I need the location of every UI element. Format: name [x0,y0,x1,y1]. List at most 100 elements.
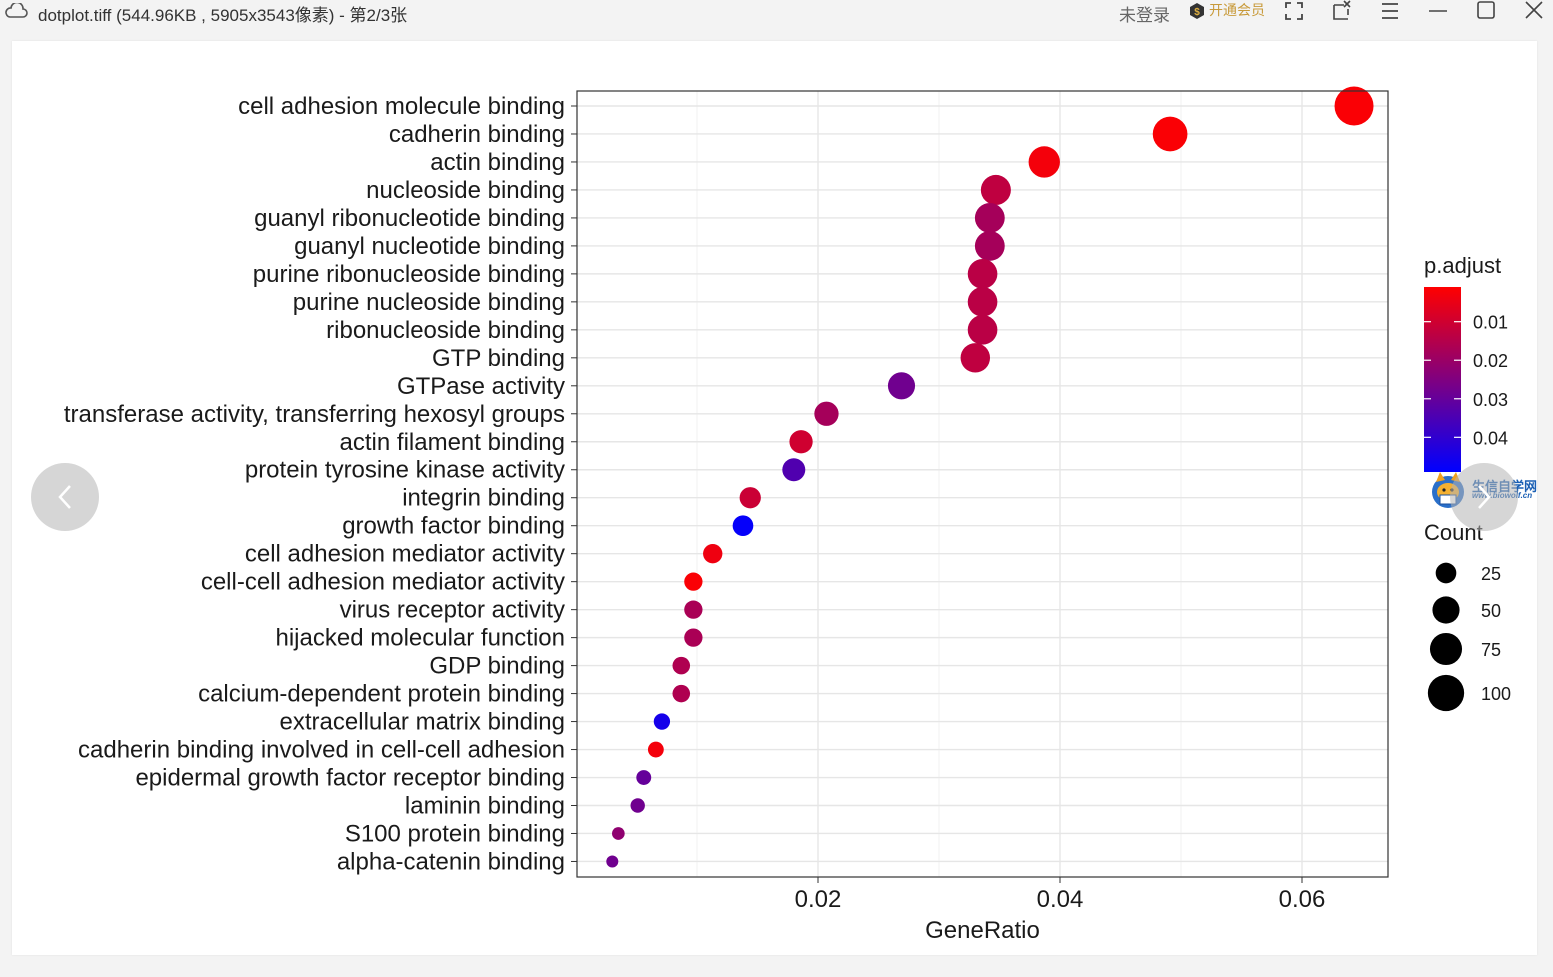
x-axis: 0.02 0.04 0.06 [795,877,1326,913]
x-tick-label: 0.06 [1279,886,1326,913]
data-point [974,230,1005,261]
data-point [974,202,1005,233]
y-tick-label: alpha-catenin binding [337,848,565,875]
close-icon[interactable] [1523,0,1545,22]
color-legend-label: 0.03 [1473,390,1508,410]
y-tick-label: protein tyrosine kinase activity [245,457,565,484]
data-point [814,401,839,426]
y-tick-label: extracellular matrix binding [280,709,565,736]
previous-image-button[interactable] [31,463,99,531]
y-tick-label: epidermal growth factor receptor binding [135,765,565,792]
x-axis-title: GeneRatio [925,917,1040,944]
login-link[interactable]: 未登录 [1119,6,1170,25]
menu-icon[interactable] [1379,0,1401,22]
data-point [967,259,998,289]
y-tick-label: cadherin binding involved in cell-cell a… [78,737,565,764]
y-tick-label: transferase activity, transferring hexos… [64,401,565,428]
title-bar: dotplot.tiff (544.96KB , 5905x3543像素) - … [0,0,1553,36]
size-legend-label: 50 [1481,601,1501,621]
cloud-icon [5,3,28,18]
data-point [732,515,754,537]
color-bar [1424,287,1461,472]
y-tick-label: GTP binding [432,345,565,372]
y-tick-label: guanyl ribonucleotide binding [254,205,565,232]
x-tick-label: 0.04 [1037,886,1084,913]
data-point [612,827,625,840]
data-point [782,458,806,482]
y-tick-label: GTPase activity [397,373,565,400]
x-tick-label: 0.02 [795,886,842,913]
color-legend-title: p.adjust [1424,253,1501,278]
size-legend-label: 75 [1481,640,1501,660]
data-points [606,86,1374,868]
y-tick-label: actin filament binding [340,429,565,456]
data-point [967,287,998,317]
data-point [980,174,1011,205]
y-tick-label: purine ribonucleoside binding [253,261,565,288]
svg-text:$: $ [1194,7,1200,18]
chevron-right-icon [1478,485,1491,509]
size-legend-key [1429,632,1463,666]
y-tick-label: purine nucleoside binding [293,289,565,316]
data-point [684,572,703,591]
chevron-left-icon [58,485,71,509]
y-tick-label: GDP binding [429,653,565,680]
data-point [960,343,991,373]
y-tick-label: calcium-dependent protein binding [198,681,565,708]
data-point [739,487,761,509]
data-point [606,855,619,868]
size-legend-key [1432,596,1460,624]
data-point [1028,146,1060,178]
data-point [1334,86,1374,126]
data-point [684,628,703,647]
panel-border [576,90,1389,878]
size-legend-key [1427,674,1465,712]
y-tick-label: virus receptor activity [340,597,565,624]
color-legend-label: 0.01 [1473,313,1508,333]
data-point [967,315,998,345]
data-point [887,372,916,400]
y-tick-label: cadherin binding [389,121,565,148]
data-point [630,798,645,813]
color-legend: p.adjust 0.01 0.02 0.03 0.04 [1424,253,1508,472]
data-point [1152,116,1188,152]
y-tick-label: growth factor binding [342,513,565,540]
data-point [672,684,691,703]
y-tick-label: guanyl nucleotide binding [294,233,565,260]
color-legend-label: 0.02 [1473,351,1508,371]
size-legend-label: 100 [1481,684,1511,704]
data-point [636,770,652,785]
size-legend-label: 25 [1481,564,1501,584]
image-canvas: cell adhesion molecule binding cadherin b… [12,41,1537,955]
minimize-icon[interactable] [1427,0,1449,22]
data-point [703,544,723,564]
y-tick-label: ribonucleoside binding [326,317,565,344]
maximize-icon[interactable] [1475,0,1497,22]
data-point [672,656,691,675]
size-legend-key [1435,562,1457,584]
crop-icon[interactable] [1331,0,1353,22]
y-tick-label: cell adhesion molecule binding [238,93,565,120]
fullscreen-icon[interactable] [1283,0,1305,22]
y-tick-label: S100 protein binding [345,820,565,847]
window-title: dotplot.tiff (544.96KB , 5905x3543像素) - … [38,6,408,25]
y-tick-label: cell adhesion mediator activity [245,541,565,568]
data-point [684,600,703,619]
data-point [653,713,671,730]
data-point [647,741,664,758]
data-point [789,430,813,454]
y-tick-label: integrin binding [402,485,565,512]
y-tick-label: cell-cell adhesion mediator activity [201,569,565,596]
vip-button[interactable]: 开通会员 [1209,2,1265,18]
y-tick-label: nucleoside binding [366,177,565,204]
grid-lines [577,91,1388,877]
vip-icon[interactable]: $ [1188,2,1206,20]
y-tick-label: actin binding [430,149,565,176]
color-legend-label: 0.04 [1473,428,1508,448]
next-image-button[interactable] [1450,463,1518,531]
y-tick-label: hijacked molecular function [276,625,566,652]
y-tick-label: laminin binding [405,793,565,820]
